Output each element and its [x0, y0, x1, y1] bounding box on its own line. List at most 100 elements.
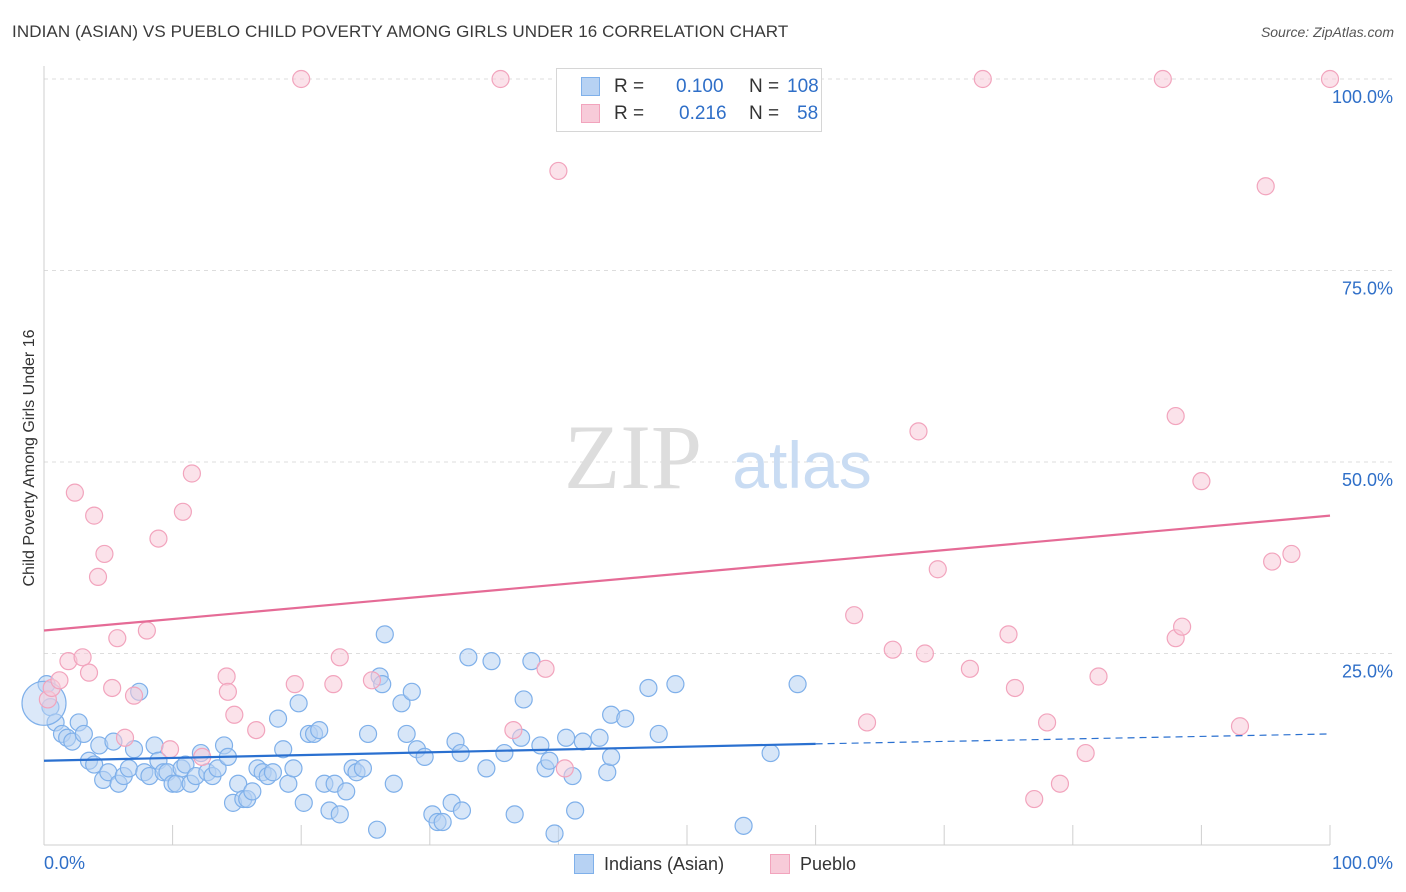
- stats-n-label: N =: [749, 103, 780, 124]
- data-point: [973, 69, 992, 89]
- stats-r-value: 0.216: [679, 103, 727, 124]
- stats-swatch-blue: [581, 77, 600, 96]
- data-point: [522, 652, 541, 671]
- data-point: [666, 675, 685, 694]
- data-point: [137, 621, 156, 640]
- data-point: [284, 759, 303, 778]
- data-point: [857, 713, 877, 732]
- data-point: [173, 502, 192, 521]
- data-point: [274, 740, 293, 759]
- data-point: [540, 751, 559, 770]
- data-point: [103, 678, 122, 698]
- stats-n-value: 108: [787, 76, 819, 97]
- data-point: [1153, 69, 1172, 89]
- legend-label: Pueblo: [800, 853, 857, 874]
- data-point: [883, 640, 902, 659]
- data-point: [504, 720, 523, 740]
- data-point: [590, 728, 609, 747]
- data-point: [289, 694, 308, 713]
- data-point: [310, 720, 329, 740]
- trend-line-indians-asian: [43, 742, 816, 762]
- data-point: [208, 759, 227, 778]
- data-point: [452, 801, 472, 820]
- data-point: [928, 560, 947, 579]
- data-point: [545, 824, 564, 843]
- legend-item-indians-asian[interactable]: Indians (Asian): [574, 852, 724, 876]
- data-point: [451, 743, 470, 763]
- data-point: [1037, 713, 1057, 732]
- data-point: [1320, 69, 1340, 89]
- data-point: [225, 705, 244, 724]
- data-point: [909, 422, 928, 441]
- watermark-atlas: atlas: [732, 428, 871, 502]
- data-point: [536, 659, 555, 678]
- data-point: [115, 728, 135, 747]
- data-point: [263, 763, 283, 782]
- stats-r-label: R =: [614, 103, 645, 124]
- chart-source: Source: ZipAtlas.com: [1260, 24, 1394, 40]
- data-point: [549, 161, 568, 181]
- data-point: [557, 728, 576, 747]
- data-point: [573, 732, 592, 751]
- data-point: [495, 743, 514, 763]
- data-point: [324, 675, 343, 694]
- data-point: [1173, 617, 1192, 636]
- data-point: [397, 724, 416, 744]
- data-point: [1263, 552, 1282, 571]
- stats-box: R = 0.100 N = 108 R = 0.216 N = 58: [556, 68, 822, 132]
- data-point: [1005, 678, 1025, 698]
- data-point: [85, 506, 104, 525]
- data-point: [1230, 717, 1250, 736]
- data-point: [50, 671, 69, 690]
- watermark-zip: ZIP: [564, 406, 702, 508]
- data-point: [88, 567, 108, 587]
- chart-title: INDIAN (ASIAN) VS PUEBLO CHILD POVERTY A…: [12, 22, 789, 41]
- series-indians-asian: [21, 625, 807, 843]
- data-point: [285, 675, 304, 694]
- data-point: [337, 782, 356, 801]
- data-point: [566, 801, 585, 820]
- data-point: [330, 805, 349, 824]
- stats-swatch-pink: [581, 104, 600, 123]
- trend-line-pueblo: [43, 514, 1331, 632]
- data-point: [149, 529, 168, 548]
- grid-lines: [44, 78, 1395, 654]
- data-point: [999, 625, 1018, 644]
- data-point: [353, 759, 373, 778]
- data-point: [477, 759, 496, 778]
- data-point: [119, 759, 138, 778]
- legend-swatch-pink: [770, 854, 790, 874]
- data-point: [279, 774, 298, 793]
- stats-n-label: N =: [749, 76, 780, 97]
- data-point: [74, 724, 93, 744]
- data-point: [598, 763, 617, 782]
- data-point: [1050, 774, 1070, 793]
- data-point: [531, 736, 550, 755]
- y-tick-label: 50.0%: [1342, 470, 1393, 490]
- data-point: [639, 678, 658, 698]
- data-point: [734, 816, 753, 835]
- data-point: [218, 682, 237, 701]
- trend-line-indians-asian-extrapolated: [815, 733, 1331, 745]
- data-point: [1282, 544, 1301, 564]
- data-point: [1076, 743, 1095, 763]
- y-tick-label: 25.0%: [1342, 662, 1393, 682]
- data-point: [402, 682, 421, 701]
- legend-swatch-blue: [574, 854, 594, 874]
- x-tick-label: 100.0%: [1332, 853, 1393, 873]
- data-point: [649, 724, 668, 744]
- data-point: [358, 724, 378, 744]
- data-point: [788, 675, 807, 694]
- data-point: [294, 793, 313, 812]
- data-point: [292, 69, 311, 89]
- data-point: [1089, 667, 1108, 686]
- data-point: [243, 782, 262, 801]
- data-point: [514, 690, 533, 709]
- data-point: [1256, 177, 1275, 196]
- data-point: [415, 747, 434, 767]
- watermark: ZIP atlas: [564, 406, 872, 508]
- legend-item-pueblo[interactable]: Pueblo: [770, 852, 856, 876]
- data-point: [1025, 789, 1044, 809]
- data-point: [384, 774, 403, 793]
- data-point: [491, 69, 510, 89]
